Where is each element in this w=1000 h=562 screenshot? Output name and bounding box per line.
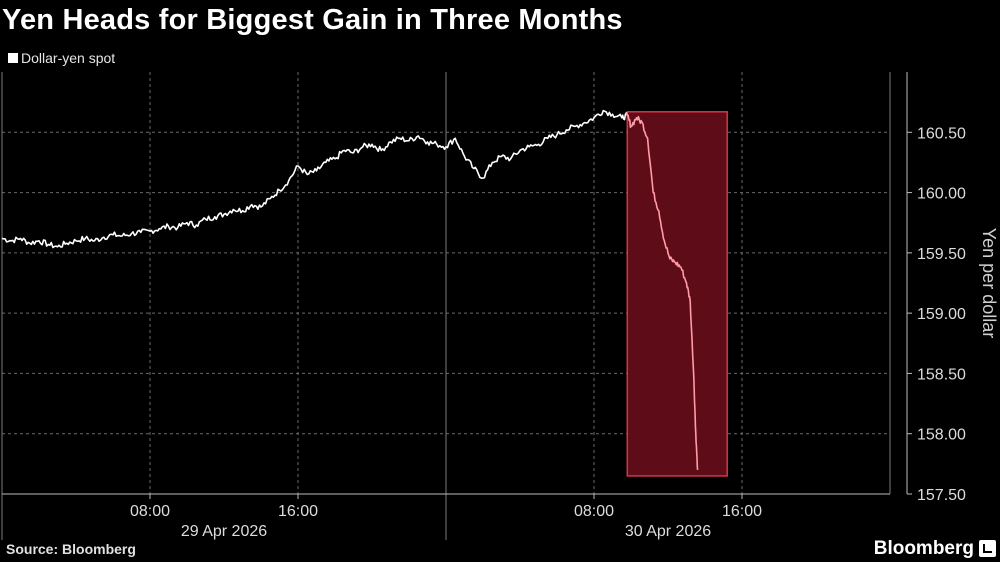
x-tick-label: 08:00 [130,503,170,520]
y-tick-label: 159.50 [917,246,966,263]
x-tick-label: 16:00 [722,503,762,520]
legend: Dollar-yen spot [8,50,115,66]
series-line-dollar-yen [1,109,629,249]
y-tick-label: 160.50 [917,125,966,142]
series-line-dollar-yen-highlighted [625,112,699,470]
y-tick-label: 160.00 [917,186,966,203]
y-tick-label: 158.50 [917,366,966,383]
chart-title: Yen Heads for Biggest Gain in Three Mont… [2,4,623,36]
y-axis-title: Yen per dollar [979,228,999,338]
highlight-box [626,111,728,477]
x-date-label: 29 Apr 2026 [181,523,267,540]
y-tick-label: 158.00 [917,427,966,444]
legend-label: Dollar-yen spot [21,50,116,66]
x-tick-label: 16:00 [278,503,318,520]
x-tick-label: 08:00 [574,503,614,520]
x-date-label: 30 Apr 2026 [625,523,711,540]
source-note: Source: Bloomberg [6,541,136,557]
y-tick-label: 159.00 [917,306,966,323]
y-tick-label: 157.50 [917,487,966,504]
brand-name: Bloomberg [873,538,974,559]
legend-swatch [8,53,18,63]
bloomberg-logo-icon [979,540,996,557]
